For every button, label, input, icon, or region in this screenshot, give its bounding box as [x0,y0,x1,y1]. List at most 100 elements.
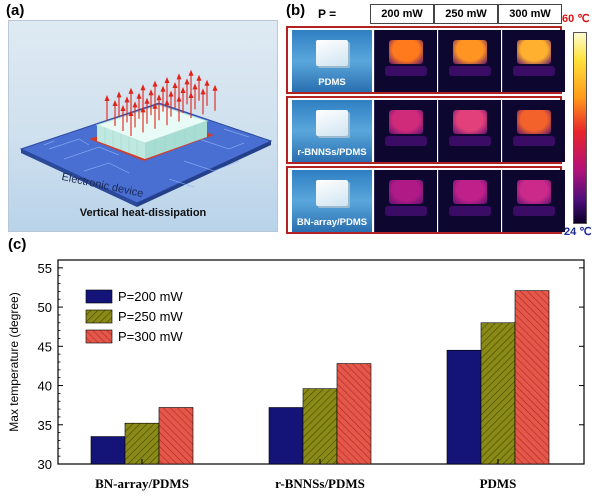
power-label: P = [318,7,337,21]
legend-swatch [85,309,113,324]
heat-arrow [116,91,122,118]
bar [158,407,194,465]
heat-arrow [200,88,206,115]
column-header-250mw: 250 mW [434,4,498,24]
thermal-image [438,30,501,92]
thermal-row: BN-array/PDMS [286,166,565,234]
y-tick-label: 35 [38,418,52,433]
heat-base [513,66,555,76]
sample-block-icon [316,40,348,66]
heat-arrow [144,97,150,124]
heat-arrow [128,110,134,136]
sample-label: BN-array/PDMS [296,217,368,228]
heat-arrow [184,78,190,105]
thermal-row: r-BNNSs/PDMS [286,96,565,164]
column-header-200mw: 200 mW [370,4,434,24]
thermal-image [374,100,437,162]
panel-b-thermal-images: P = 200 mW 250 mW 300 mW PDMS r-BNNSs/PDM… [284,4,600,238]
y-tick-label: 40 [38,379,52,394]
hot-spot [517,110,551,134]
y-axis-label: Max temperature (degree) [7,292,21,431]
heat-arrow [164,99,170,126]
bar-chart: 30 35 40 45 50 55 Max temperature (degree) BN-a… [7,259,585,491]
panel-b-label: (b) [286,2,306,19]
sample-label: PDMS [318,77,346,88]
heat-arrow [152,80,158,107]
sample-block-icon [316,180,348,206]
sample-photo: PDMS [292,30,372,92]
hot-spot [517,180,551,204]
vertical-heat-dissipation-caption: Vertical heat-dissipation [79,207,207,219]
heat-arrow [160,85,166,112]
heat-arrow [120,105,126,131]
hot-spot [453,40,487,64]
heat-arrow [152,102,158,129]
heat-flow-arrows [104,69,218,136]
thermal-image [502,30,565,92]
scale-max-label: 60 ℃ [562,13,590,25]
panel-a-illustration: Electronic device Vertical heat-dissipat… [8,20,278,232]
heat-arrow [124,96,130,123]
sample-block-icon [316,110,348,136]
heat-arrow [140,106,146,133]
x-tick-label: PDMS [480,476,517,491]
bar [514,290,550,465]
bar [268,407,304,465]
heat-base [449,66,491,76]
heat-arrow [168,90,174,117]
heat-arrow [176,73,182,100]
column-header-300mw: 300 mW [498,4,562,24]
x-tick-label: BN-array/PDMS [95,476,189,491]
heat-arrow [140,84,146,111]
heat-arrow [148,89,154,116]
scale-min-label: 24 ℃ [564,226,592,238]
heat-arrow [172,82,178,108]
heat-arrow [164,77,170,103]
legend-swatch [85,329,113,344]
hot-spot [389,110,423,134]
thermal-image [502,100,565,162]
heat-arrow [196,74,202,101]
thermal-grid: PDMS r-BNNSs/PDMS BN-array/PDMS [284,24,565,236]
bar [336,363,372,465]
legend-entry: P=250 mW [118,309,183,324]
bar [480,322,516,465]
heat-base [513,136,555,146]
array-pillars [104,125,196,156]
bar [302,388,338,465]
heat-arrow [128,87,134,114]
heat-base [385,206,427,216]
heat-base [385,136,427,146]
hot-spot [453,110,487,134]
sample-label: r-BNNSs/PDMS [297,147,367,158]
circuit-board-edge-right [137,141,271,207]
panel-c-label: (c) [8,236,27,253]
heat-base [513,206,555,216]
y-tick-label: 50 [38,300,52,315]
hot-spot [389,180,423,204]
hot-spot [453,180,487,204]
thermal-image [502,170,565,232]
heat-arrow [112,100,118,126]
y-tick-label: 45 [38,339,52,354]
temperature-color-scale [573,32,587,224]
heat-base [449,206,491,216]
heat-base [449,136,491,146]
panel-a-label: (a) [6,2,25,19]
heat-arrow [176,95,182,122]
sample-photo: r-BNNSs/PDMS [292,100,372,162]
legend-swatch [85,289,113,304]
legend-entry: P=200 mW [118,289,183,304]
y-tick-label: 30 [38,457,52,472]
circuit-traces [43,128,250,188]
thermal-image [374,30,437,92]
heat-arrow [136,92,142,119]
hot-spot [517,40,551,64]
thermal-image [438,170,501,232]
y-tick-label: 55 [38,261,52,276]
hot-spot [389,40,423,64]
heat-arrow [180,87,186,113]
heat-arrow [156,94,162,121]
thermal-image [374,170,437,232]
bar [124,422,160,465]
